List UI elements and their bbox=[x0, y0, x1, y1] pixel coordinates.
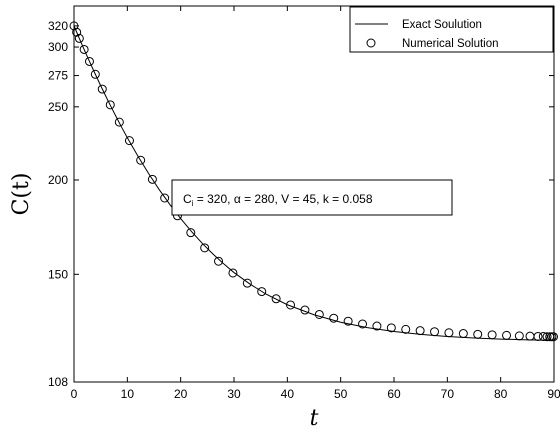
legend-label-exact: Exact Soulution bbox=[402, 19, 482, 31]
numerical-solution-point bbox=[343, 316, 353, 326]
numerical-solution-point bbox=[415, 326, 425, 336]
y-tick-label: 150 bbox=[48, 267, 68, 281]
numerical-solution-point bbox=[473, 329, 483, 339]
legend-box bbox=[349, 6, 554, 53]
numerical-solution-point bbox=[257, 287, 267, 297]
numerical-solution-point bbox=[105, 100, 115, 110]
numerical-solution-point bbox=[548, 332, 558, 342]
annotation-rest: = 320, α = 280, V = 45, k = 0.058 bbox=[193, 192, 372, 206]
annotation-text: Ci = 320, α = 280, V = 45, k = 0.058 bbox=[183, 192, 373, 208]
numerical-solution-point bbox=[300, 305, 310, 315]
x-tick-label: 20 bbox=[174, 387, 188, 401]
numerical-solution-point bbox=[329, 313, 339, 323]
numerical-solution-point bbox=[200, 243, 210, 253]
numerical-solution-point bbox=[430, 327, 440, 337]
numerical-solution-point bbox=[214, 256, 224, 266]
y-tick-label: 320 bbox=[48, 19, 68, 33]
numerical-solution-point bbox=[136, 155, 146, 165]
legend-label-numerical: Numerical Solution bbox=[402, 38, 499, 50]
annotation-main: C bbox=[183, 192, 192, 206]
numerical-solution-point bbox=[72, 27, 82, 37]
y-tick-label: 300 bbox=[48, 40, 68, 54]
numerical-solution-point bbox=[186, 228, 196, 238]
numerical-solution-point bbox=[314, 309, 324, 319]
legend-marker-swatch bbox=[366, 38, 376, 48]
x-tick-label: 70 bbox=[441, 387, 455, 401]
numerical-solution-point bbox=[401, 324, 411, 334]
x-tick-label: 0 bbox=[71, 387, 78, 401]
numerical-solution-point bbox=[372, 321, 382, 331]
y-tick-label: 250 bbox=[48, 100, 68, 114]
numerical-solution-point bbox=[69, 21, 79, 31]
series-layer bbox=[69, 21, 558, 342]
legend: Exact Soulution Numerical Solution bbox=[349, 6, 554, 53]
x-tick-label: 90 bbox=[547, 387, 560, 401]
annotation-box: Ci = 320, α = 280, V = 45, k = 0.058 bbox=[171, 179, 453, 216]
y-axis-label: C(t) bbox=[9, 173, 34, 216]
numerical-solution-point bbox=[545, 332, 555, 342]
numerical-solution-point bbox=[228, 268, 238, 278]
numerical-solution-point bbox=[358, 319, 368, 329]
y-tick-label: 200 bbox=[48, 173, 68, 187]
numerical-solution-point bbox=[487, 330, 497, 340]
x-tick-label: 80 bbox=[494, 387, 508, 401]
x-tick-label: 60 bbox=[387, 387, 401, 401]
numerical-solution-point bbox=[533, 331, 543, 341]
numerical-solution-point bbox=[542, 332, 552, 342]
numerical-solution-point bbox=[386, 323, 396, 333]
numerical-solution-point bbox=[538, 331, 548, 341]
x-tick-label: 10 bbox=[121, 387, 135, 401]
numerical-solution-point bbox=[444, 328, 454, 338]
numerical-solution-point bbox=[79, 44, 89, 54]
x-tick-label: 30 bbox=[227, 387, 241, 401]
numerical-solution-point bbox=[74, 33, 84, 43]
numerical-solution-point bbox=[114, 117, 124, 127]
numerical-solution-point bbox=[502, 330, 512, 340]
numerical-solution-point bbox=[514, 331, 524, 341]
numerical-solution-point bbox=[271, 294, 281, 304]
y-tick-label: 275 bbox=[48, 69, 68, 83]
numerical-solution-point bbox=[286, 300, 296, 310]
axis-ticks: 0 10 20 30 40 50 60 70 80 90 108 150 200 250 275 300 320 bbox=[48, 6, 560, 401]
x-axis-label: t bbox=[310, 406, 319, 431]
y-tick-label: 108 bbox=[48, 375, 68, 389]
numerical-solution-point bbox=[90, 69, 100, 79]
x-tick-label: 40 bbox=[281, 387, 295, 401]
numerical-solution-point bbox=[97, 84, 107, 94]
numerical-solution-point bbox=[458, 329, 468, 339]
numerical-solution-point bbox=[124, 136, 134, 146]
annotation-subscript: i bbox=[192, 199, 194, 208]
numerical-solution-point bbox=[147, 174, 157, 184]
numerical-solution-point bbox=[84, 56, 94, 66]
x-tick-label: 50 bbox=[334, 387, 348, 401]
numerical-solution-point bbox=[160, 193, 170, 203]
numerical-solution-point bbox=[242, 278, 252, 288]
